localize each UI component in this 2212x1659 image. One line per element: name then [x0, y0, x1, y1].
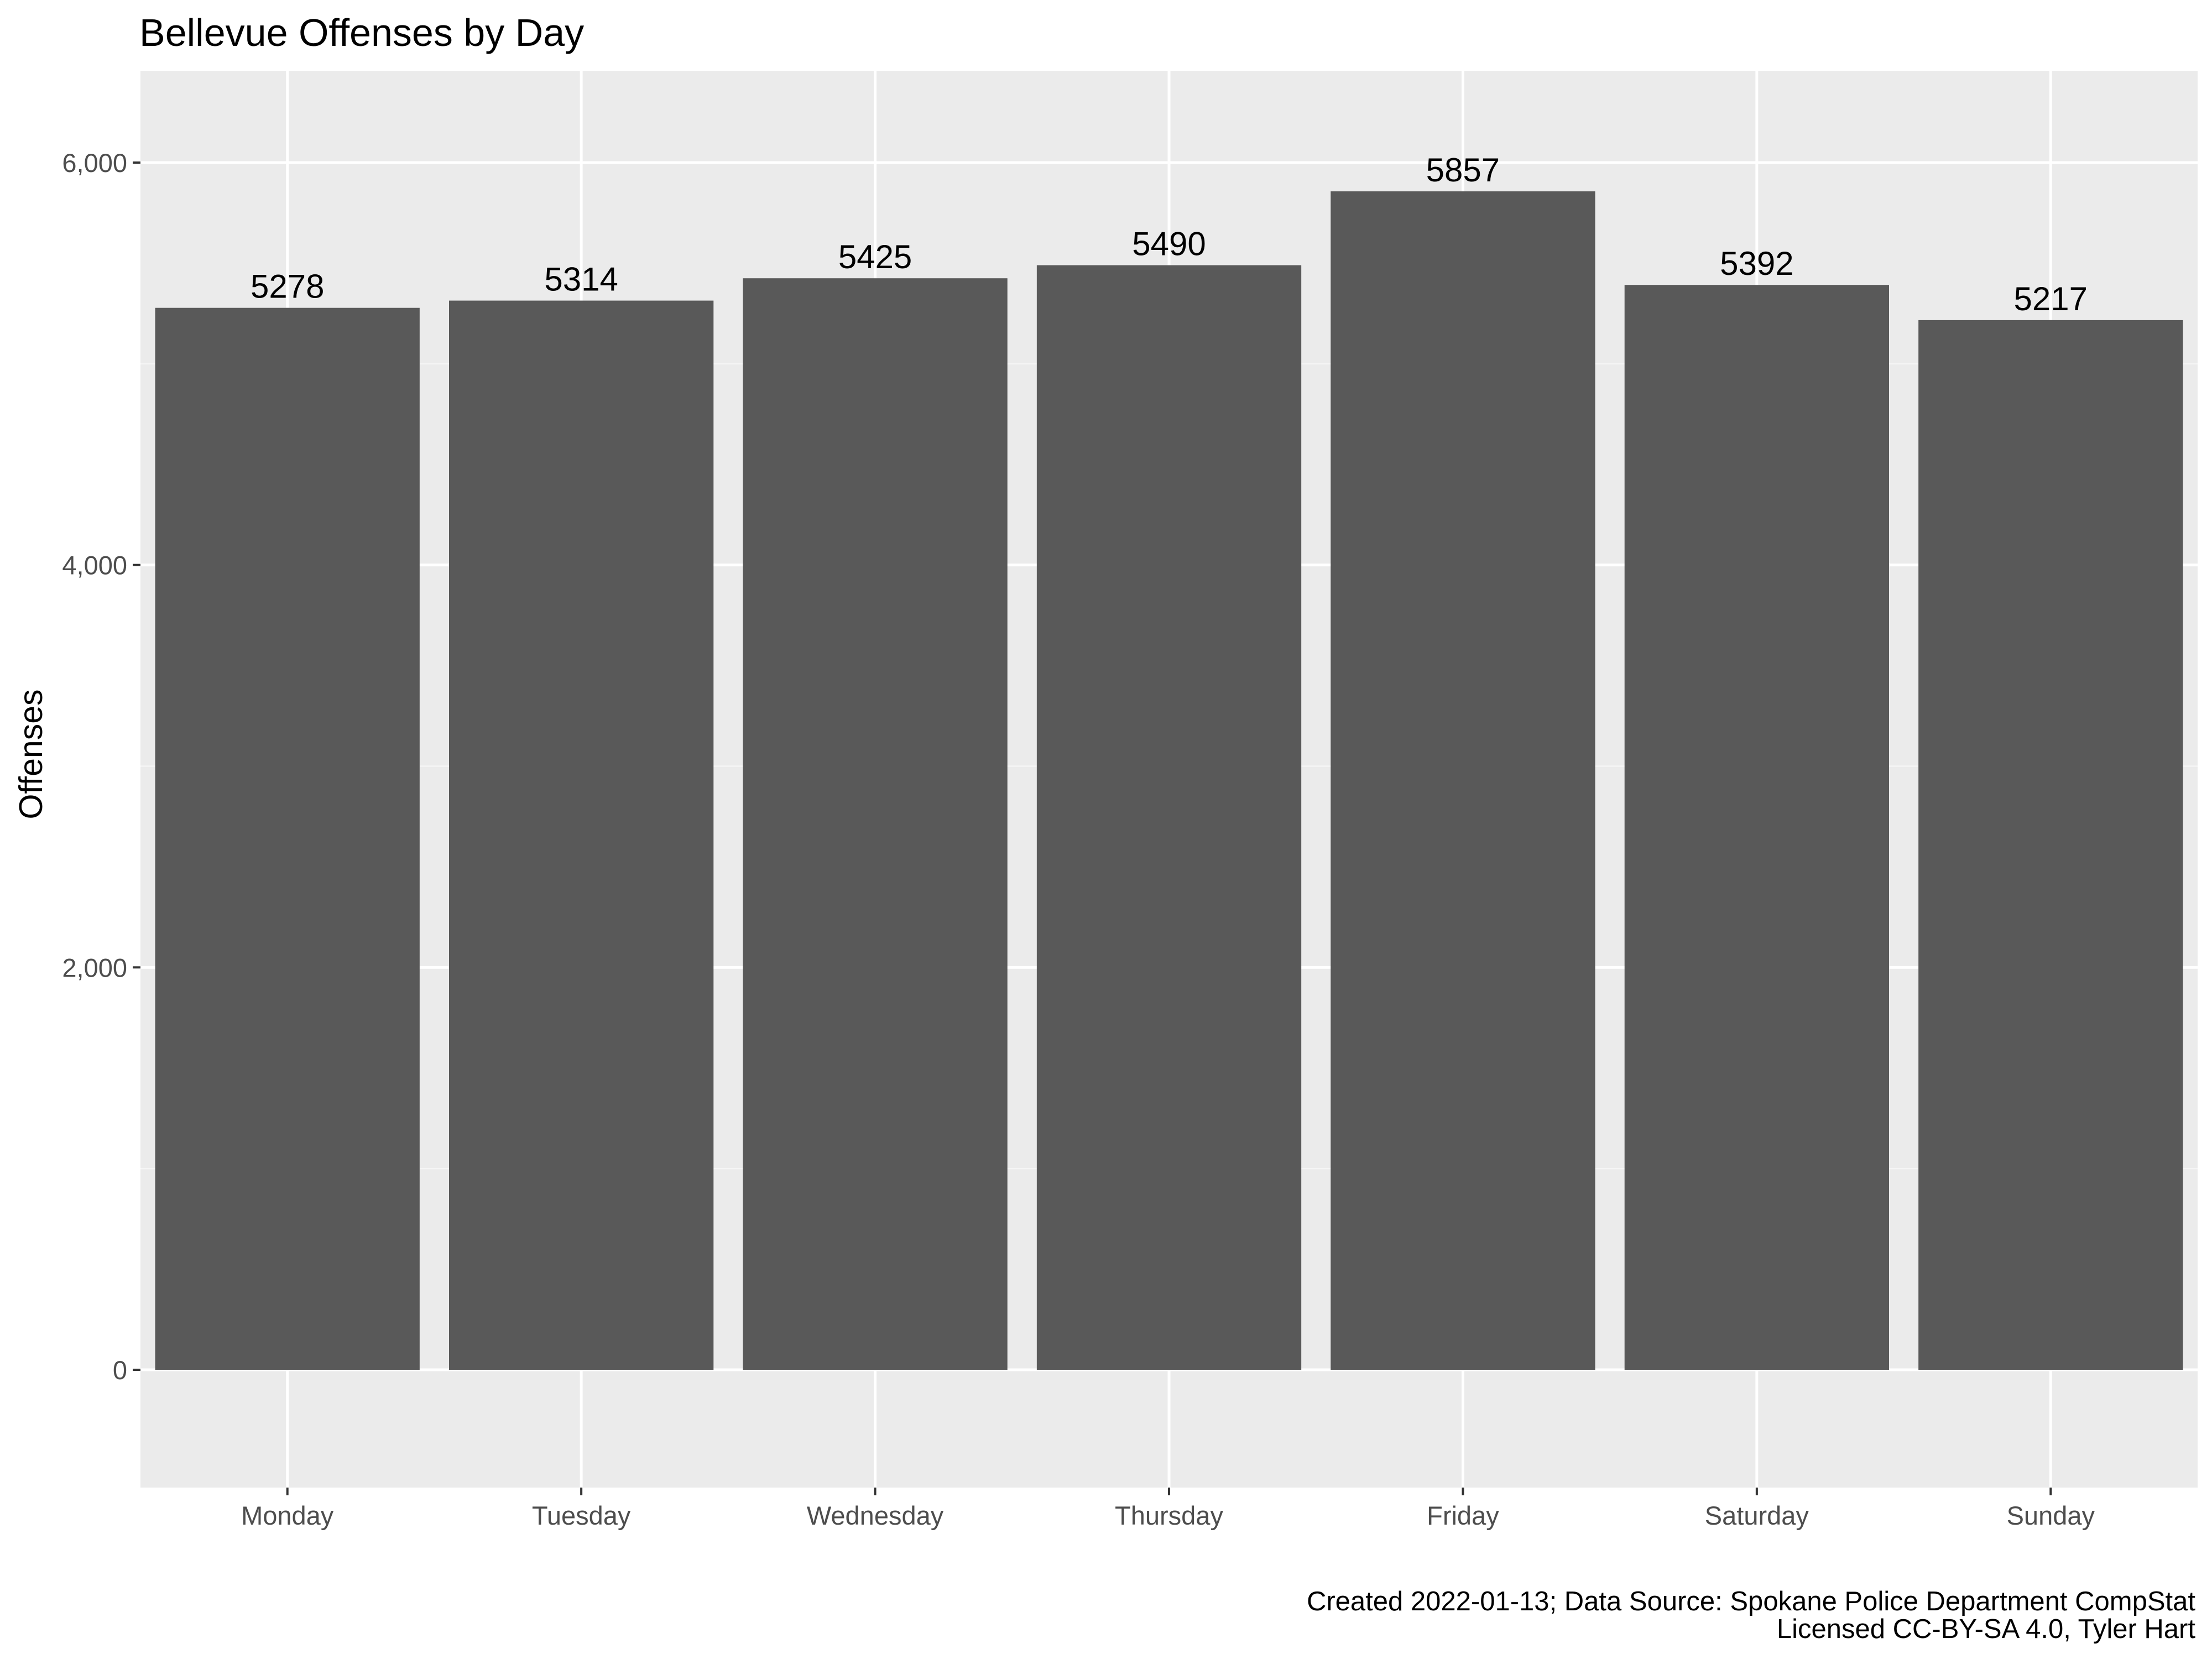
x-tick-label-tuesday: Tuesday	[532, 1501, 631, 1530]
data-label-wednesday: 5425	[838, 238, 912, 275]
bar-friday	[1331, 191, 1595, 1370]
x-tick-label-friday: Friday	[1427, 1501, 1499, 1530]
bar-wednesday	[743, 278, 1008, 1370]
y-tick-label: 0	[113, 1355, 127, 1385]
y-tick-label: 4,000	[62, 551, 127, 580]
chart-title: Bellevue Offenses by Day	[139, 11, 584, 54]
bar-monday	[155, 307, 420, 1370]
y-axis-label: Offenses	[13, 689, 49, 819]
data-label-monday: 5278	[251, 268, 324, 305]
y-tick-label: 2,000	[62, 953, 127, 982]
x-tick-label-thursday: Thursday	[1115, 1501, 1223, 1530]
data-label-thursday: 5490	[1132, 226, 1206, 263]
data-labels-group: 5278 5314 5425 5490 5857 5392 5217	[251, 152, 2088, 317]
x-axis: Monday Tuesday Wednesday Thursday Friday Satu…	[241, 1488, 2095, 1530]
bar-thursday	[1036, 265, 1302, 1370]
caption-line-1: Created 2022-01-13; Data Source: Spokane…	[1307, 1587, 2195, 1616]
x-tick-label-saturday: Saturday	[1705, 1501, 1809, 1530]
data-label-saturday: 5392	[1720, 245, 1793, 282]
y-tick-label: 6,000	[62, 148, 127, 178]
caption-line-2: Licensed CC-BY-SA 4.0, Tyler Hart	[1777, 1614, 2196, 1644]
data-label-tuesday: 5314	[544, 261, 618, 298]
data-label-friday: 5857	[1426, 152, 1500, 189]
bars-group	[155, 191, 2183, 1370]
x-tick-label-monday: Monday	[241, 1501, 334, 1530]
bar-tuesday	[449, 300, 714, 1370]
x-tick-label-sunday: Sunday	[2007, 1501, 2095, 1530]
x-tick-label-wednesday: Wednesday	[807, 1501, 944, 1530]
y-axis: 0 2,000 4,000 6,000	[62, 148, 140, 1385]
bar-sunday	[1918, 320, 2183, 1370]
bar-saturday	[1624, 285, 1889, 1370]
data-label-sunday: 5217	[2014, 280, 2088, 317]
